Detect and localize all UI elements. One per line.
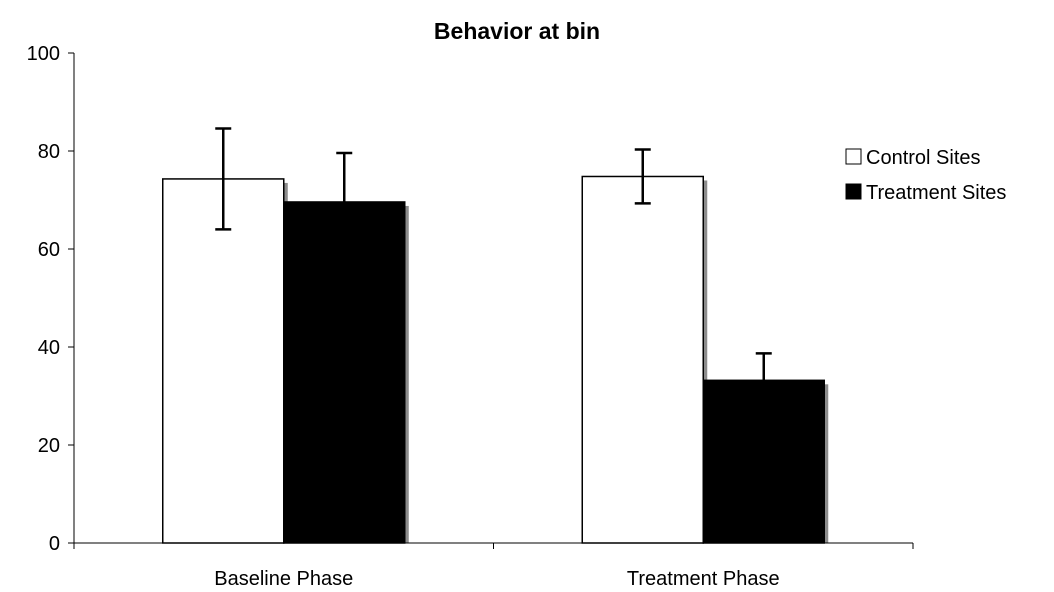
x-tick-label: Treatment Phase [627,568,780,590]
y-tick-label: 80 [38,141,60,163]
y-tick-label: 40 [38,337,60,359]
y-tick-label: 100 [27,43,60,65]
legend-swatch [845,148,862,165]
y-tick-label: 60 [38,239,60,261]
y-tick-label: 20 [38,435,60,457]
y-tick-label: 0 [49,533,60,555]
x-tick-label: Baseline Phase [214,568,353,590]
legend-label: Treatment Sites [866,182,1006,204]
bar [581,175,704,544]
chart-title: Behavior at bin [434,18,600,44]
legend-swatch [845,183,862,200]
bars-layer [162,127,829,544]
bar [702,379,825,544]
axes: 0 20 40 60 80 100 Baseline Phase Treatment Phas… [27,43,914,590]
legend: Control Sites Treatment Sites [845,147,1006,204]
legend-label: Control Sites [866,147,981,169]
bar [162,178,285,544]
bar [283,201,406,544]
